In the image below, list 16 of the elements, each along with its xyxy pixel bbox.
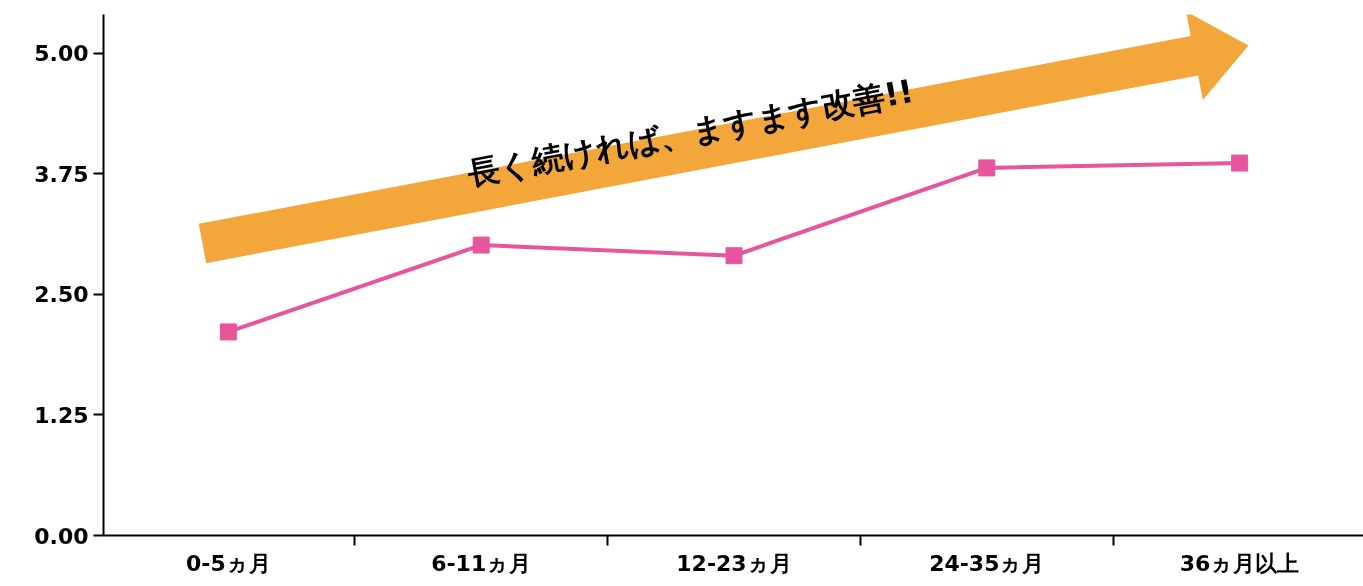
x-tick-label: 36ヵ月以上 [1179,550,1300,576]
point [1231,154,1249,172]
point [725,247,743,265]
x-tick-label: 6-11ヵ月 [431,550,532,576]
y-tick-label: 2.50 [34,282,89,308]
point [472,236,490,254]
y-tick-label: 3.75 [34,161,89,187]
x-tick-label: 24-35ヵ月 [929,550,1045,576]
y-tick-label: 0.00 [34,523,89,549]
y-tick-label: 5.00 [34,41,89,67]
point [978,159,996,177]
y-tick-label: 1.25 [34,402,89,428]
point [219,323,237,341]
x-tick-label: 12-23ヵ月 [676,550,792,576]
x-tick-label: 0-5ヵ月 [186,550,271,576]
annotation: 長く続ければ、ますます改善!! [463,71,917,194]
